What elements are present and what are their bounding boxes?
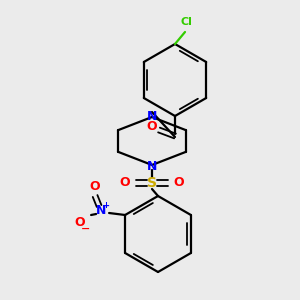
Text: O: O [90, 181, 101, 194]
Text: O: O [147, 119, 157, 133]
Text: O: O [174, 176, 184, 190]
Text: −: − [80, 224, 90, 234]
Text: N: N [147, 160, 157, 172]
Text: Cl: Cl [180, 17, 192, 27]
Text: O: O [75, 215, 86, 229]
Text: +: + [103, 202, 110, 211]
Text: N: N [96, 205, 106, 218]
Text: N: N [147, 110, 157, 122]
Text: O: O [120, 176, 130, 190]
Text: S: S [147, 176, 157, 190]
